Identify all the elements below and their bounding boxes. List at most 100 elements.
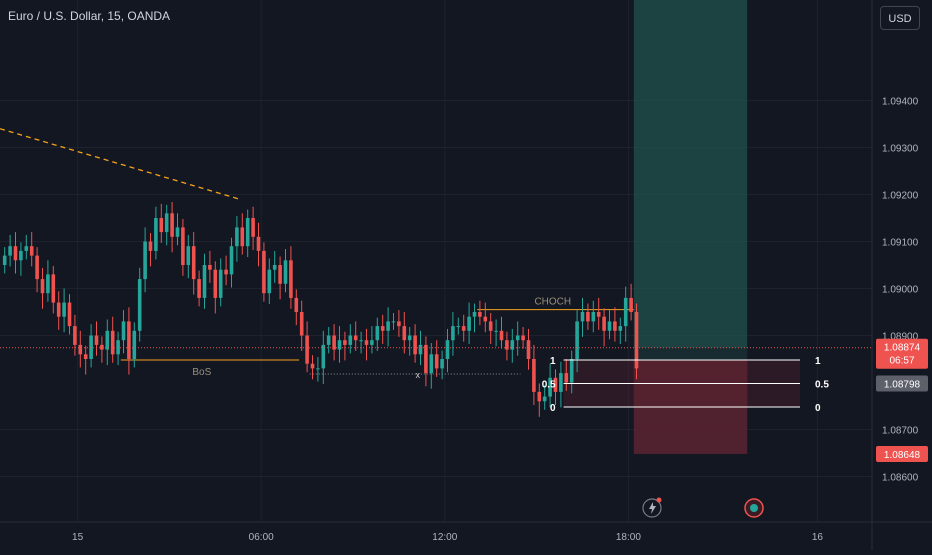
candle-body[interactable] xyxy=(29,246,34,256)
candle-body[interactable] xyxy=(294,297,299,312)
candle-body[interactable] xyxy=(537,391,542,402)
candle-body[interactable] xyxy=(310,363,315,369)
candle-body[interactable] xyxy=(494,330,498,332)
candle-body[interactable] xyxy=(623,297,628,327)
candle-body[interactable] xyxy=(488,321,493,331)
candle-body[interactable] xyxy=(116,340,120,355)
candle-body[interactable] xyxy=(596,312,601,317)
candle-body[interactable] xyxy=(289,260,293,298)
trendline[interactable] xyxy=(0,128,240,200)
candle-body[interactable] xyxy=(35,255,39,280)
candle-body[interactable] xyxy=(8,246,12,256)
candle-body[interactable] xyxy=(202,265,207,298)
candle-body[interactable] xyxy=(613,321,617,331)
candle-body[interactable] xyxy=(510,340,515,350)
candle-body[interactable] xyxy=(208,265,212,270)
candle-body[interactable] xyxy=(461,326,466,331)
candle-body[interactable] xyxy=(229,246,234,275)
candle-body[interactable] xyxy=(548,377,552,397)
candle-body[interactable] xyxy=(154,218,158,251)
candle-body[interactable] xyxy=(51,274,56,303)
candle-body[interactable] xyxy=(89,335,93,360)
candle-body[interactable] xyxy=(299,312,304,336)
candle-body[interactable] xyxy=(100,344,104,350)
candle-body[interactable] xyxy=(424,344,428,374)
candle-body[interactable] xyxy=(67,302,72,327)
candle-body[interactable] xyxy=(191,246,196,280)
candle-body[interactable] xyxy=(580,312,585,322)
candle-body[interactable] xyxy=(40,279,45,294)
candle-body[interactable] xyxy=(618,326,623,331)
candle-body[interactable] xyxy=(272,265,277,270)
candle-body[interactable] xyxy=(521,335,525,341)
candle-body[interactable] xyxy=(607,321,612,331)
candle-body[interactable] xyxy=(634,312,639,369)
candle-body[interactable] xyxy=(143,241,147,280)
candle-body[interactable] xyxy=(186,246,191,265)
candle-body[interactable] xyxy=(267,269,272,294)
candle-body[interactable] xyxy=(505,340,509,350)
candle-body[interactable] xyxy=(224,269,228,275)
candle-body[interactable] xyxy=(251,218,255,237)
candle-body[interactable] xyxy=(499,330,504,341)
candle-body[interactable] xyxy=(305,335,309,364)
candle-body[interactable] xyxy=(386,321,390,331)
candle-body[interactable] xyxy=(348,335,353,345)
candle-body[interactable] xyxy=(240,227,245,247)
candle-body[interactable] xyxy=(429,354,434,374)
candle-body[interactable] xyxy=(391,321,396,323)
candle-body[interactable] xyxy=(467,316,471,331)
candle-body[interactable] xyxy=(213,269,218,298)
candle-body[interactable] xyxy=(478,312,482,317)
candle-body[interactable] xyxy=(170,213,174,237)
candle-body[interactable] xyxy=(326,335,331,345)
candle-body[interactable] xyxy=(46,274,50,294)
candle-body[interactable] xyxy=(56,302,61,317)
candle-body[interactable] xyxy=(440,359,444,369)
candle-body[interactable] xyxy=(542,396,547,402)
candle-body[interactable] xyxy=(278,265,282,284)
candle-body[interactable] xyxy=(343,340,347,345)
candle-body[interactable] xyxy=(83,354,88,359)
currency-button[interactable]: USD xyxy=(880,6,920,30)
candle-body[interactable] xyxy=(559,373,563,392)
candle-body[interactable] xyxy=(197,279,201,298)
candle-body[interactable] xyxy=(402,326,407,341)
candle-body[interactable] xyxy=(218,269,223,298)
candle-body[interactable] xyxy=(397,321,401,327)
candle-body[interactable] xyxy=(262,250,266,294)
candle-body[interactable] xyxy=(19,250,23,261)
candle-body[interactable] xyxy=(359,340,363,342)
candle-body[interactable] xyxy=(532,359,536,392)
candle-body[interactable] xyxy=(164,213,169,233)
candle-body[interactable] xyxy=(564,373,569,383)
candle-body[interactable] xyxy=(515,335,520,341)
candle-body[interactable] xyxy=(316,368,320,370)
candle-body[interactable] xyxy=(418,344,423,355)
candle-body[interactable] xyxy=(105,330,110,350)
candle-body[interactable] xyxy=(159,218,164,233)
candle-body[interactable] xyxy=(332,335,336,350)
candle-body[interactable] xyxy=(629,297,633,312)
candle-body[interactable] xyxy=(245,218,250,247)
candle-body[interactable] xyxy=(337,340,342,350)
candle-body[interactable] xyxy=(73,326,77,345)
lightning-event-icon[interactable] xyxy=(642,498,662,518)
candle-body[interactable] xyxy=(181,227,185,265)
candle-body[interactable] xyxy=(94,335,99,345)
candle-body[interactable] xyxy=(451,326,455,341)
candle-body[interactable] xyxy=(380,326,385,331)
candle-body[interactable] xyxy=(121,321,126,341)
candle-body[interactable] xyxy=(483,316,488,322)
candle-body[interactable] xyxy=(602,316,606,331)
candle-body[interactable] xyxy=(553,377,558,392)
candle-body[interactable] xyxy=(321,344,326,369)
candle-body[interactable] xyxy=(370,340,374,345)
candle-body[interactable] xyxy=(62,302,66,317)
candle-body[interactable] xyxy=(110,330,115,355)
candle-body[interactable] xyxy=(456,326,461,328)
candle-body[interactable] xyxy=(132,330,137,359)
candle-body[interactable] xyxy=(13,246,18,261)
